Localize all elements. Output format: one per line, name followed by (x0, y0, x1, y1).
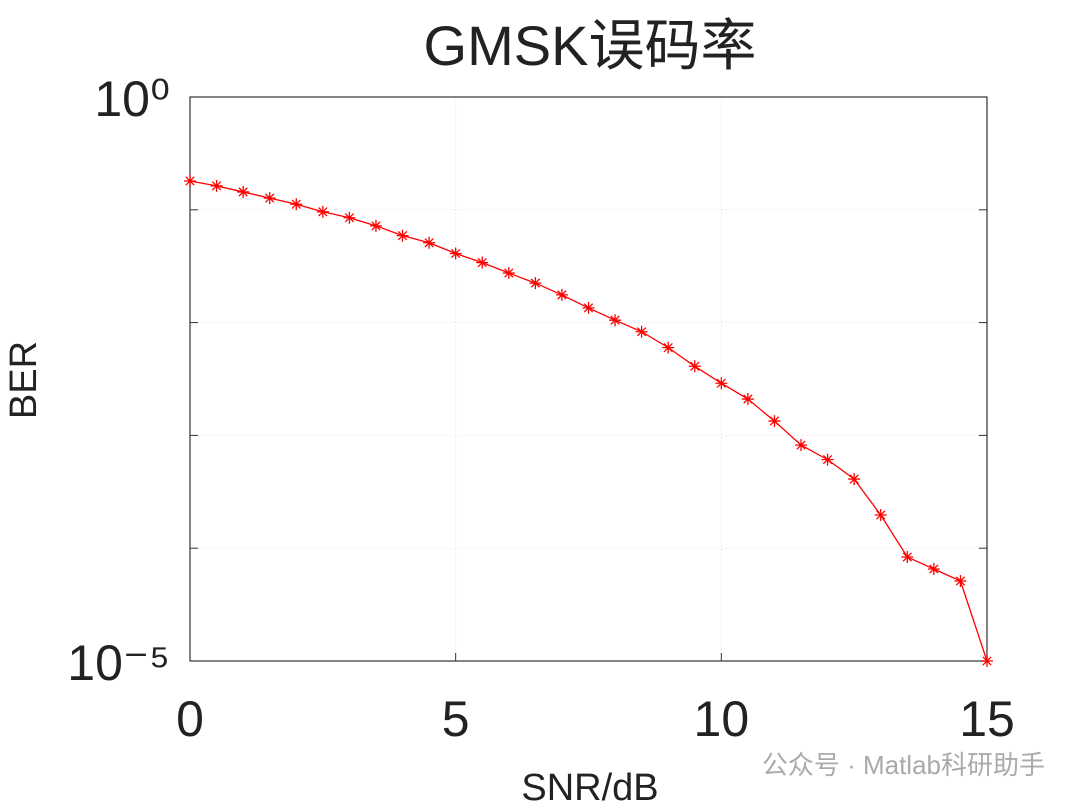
data-marker (741, 393, 754, 406)
data-marker (635, 325, 648, 338)
data-marker (582, 301, 595, 314)
data-marker (927, 563, 940, 576)
data-marker (263, 192, 276, 205)
data-marker (609, 314, 622, 327)
data-marker (555, 288, 568, 301)
data-marker (795, 439, 808, 452)
data-marker (184, 175, 196, 188)
x-tick-label: 10 (694, 691, 750, 747)
data-marker (688, 360, 701, 373)
x-tick-label: 15 (959, 691, 1015, 747)
data-marker (529, 277, 542, 290)
y-axis-label: BER (3, 341, 45, 419)
data-marker (369, 219, 382, 232)
watermark: 公众号 · Matlab科研助手 (762, 750, 1045, 780)
data-marker (476, 256, 489, 269)
y-tick-label: 10⁻⁵ (67, 635, 170, 691)
chart-title: GMSK误码率 (424, 14, 757, 77)
plot-area (190, 97, 987, 661)
data-marker (396, 229, 409, 242)
x-axis-label: SNR/dB (521, 767, 658, 809)
data-marker (901, 551, 914, 564)
plot-frame (189, 96, 988, 662)
x-tick-label: 5 (442, 691, 470, 747)
data-marker (290, 198, 303, 211)
data-marker (715, 377, 728, 390)
data-marker (343, 211, 356, 224)
data-marker (848, 473, 861, 486)
data-marker (874, 508, 887, 521)
data-marker (768, 415, 781, 428)
data-marker (316, 205, 329, 218)
data-marker (237, 185, 250, 198)
x-tick-label: 0 (176, 691, 204, 747)
y-tick-label: 10⁰ (94, 71, 170, 127)
data-marker (449, 247, 462, 260)
data-marker (662, 341, 675, 354)
data-marker (821, 453, 834, 466)
data-marker (981, 655, 993, 667)
data-marker (502, 267, 515, 280)
data-marker (423, 236, 436, 249)
data-marker (954, 574, 967, 587)
data-marker (210, 179, 223, 192)
